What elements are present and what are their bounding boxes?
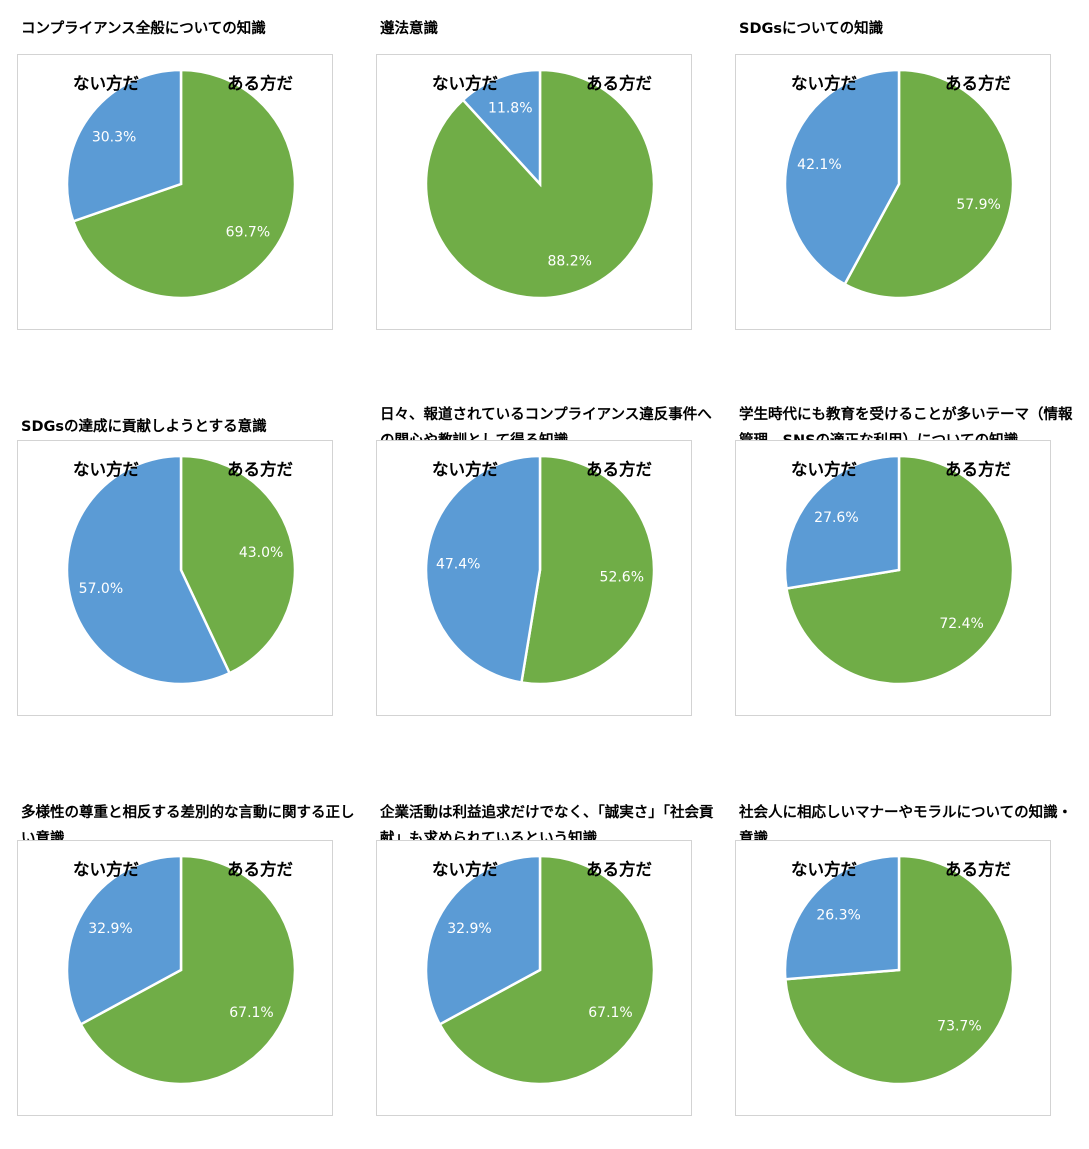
pie-chart: ない方だ ある方だ 57.9% 42.1% [783, 68, 1015, 300]
data-label-no: 27.6% [814, 510, 858, 526]
data-label-no: 57.0% [79, 581, 123, 597]
pie-slice-yes [79, 854, 297, 1086]
chart-frame: ない方だ ある方だ 43.0% 57.0% [17, 440, 333, 716]
chart-frame: ない方だ ある方だ 67.1% 32.9% [376, 840, 692, 1116]
pie-chart: ない方だ ある方だ 67.1% 32.9% [424, 854, 656, 1086]
pie-slice-yes [438, 854, 656, 1086]
data-label-yes: 88.2% [547, 254, 591, 270]
category-label-no: ない方だ [432, 859, 499, 879]
category-label-no: ない方だ [791, 859, 858, 879]
category-label-yes: ある方だ [227, 73, 294, 93]
pie-slice-no [783, 854, 901, 981]
data-label-yes: 52.6% [600, 570, 644, 586]
category-label-yes: ある方だ [945, 73, 1012, 93]
pie-chart: ない方だ ある方だ 69.7% 30.3% [65, 68, 297, 300]
category-label-no: ない方だ [791, 73, 858, 93]
chart-frame: ない方だ ある方だ 52.6% 47.4% [376, 440, 692, 716]
pie-slice-no [65, 68, 183, 223]
category-label-no: ない方だ [73, 73, 140, 93]
pie-chart: ない方だ ある方だ 88.2% 11.8% [424, 68, 656, 300]
data-label-no: 30.3% [92, 129, 136, 145]
category-label-no: ない方だ [432, 73, 499, 93]
data-label-no: 32.9% [88, 921, 132, 937]
pie-chart: ない方だ ある方だ 72.4% 27.6% [783, 454, 1015, 686]
chart-frame: ない方だ ある方だ 88.2% 11.8% [376, 54, 692, 330]
data-label-yes: 57.9% [956, 197, 1000, 213]
pie-slice-yes [520, 454, 656, 686]
chart-frame: ない方だ ある方だ 69.7% 30.3% [17, 54, 333, 330]
chart-title: コンプライアンス全般についての知識 [21, 21, 266, 37]
data-label-yes: 43.0% [239, 545, 283, 561]
category-label-no: ない方だ [73, 859, 140, 879]
pie-slice-no [424, 854, 542, 1026]
chart-frame: ない方だ ある方だ 73.7% 26.3% [735, 840, 1051, 1116]
pie-slice-no [424, 454, 542, 684]
pie-slice-yes [179, 454, 297, 675]
category-label-no: ない方だ [73, 459, 140, 479]
chart-title: SDGsの達成に貢献しようとする意識 [21, 419, 267, 435]
data-label-no: 42.1% [797, 157, 841, 173]
chart-title: 遵法意識 [380, 21, 438, 37]
data-label-no: 32.9% [447, 921, 491, 937]
pie-chart: ない方だ ある方だ 43.0% 57.0% [65, 454, 297, 686]
chart-frame: ない方だ ある方だ 72.4% 27.6% [735, 440, 1051, 716]
category-label-no: ない方だ [432, 459, 499, 479]
data-label-no: 26.3% [816, 907, 860, 923]
pie-slice-no [461, 68, 542, 188]
chart-title: SDGsについての知識 [739, 21, 884, 37]
pie-chart: ない方だ ある方だ 73.7% 26.3% [783, 854, 1015, 1086]
category-label-yes: ある方だ [945, 459, 1012, 479]
data-label-yes: 72.4% [939, 616, 983, 632]
pie-chart: ない方だ ある方だ 67.1% 32.9% [65, 854, 297, 1086]
pie-slice-no [783, 68, 901, 286]
data-label-yes: 67.1% [229, 1005, 273, 1021]
category-label-yes: ある方だ [945, 859, 1012, 879]
category-label-yes: ある方だ [227, 459, 294, 479]
chart-frame: ない方だ ある方だ 67.1% 32.9% [17, 840, 333, 1116]
data-label-yes: 73.7% [937, 1019, 981, 1035]
category-label-yes: ある方だ [586, 459, 653, 479]
data-label-no: 47.4% [436, 556, 480, 572]
category-label-yes: ある方だ [586, 73, 653, 93]
data-label-yes: 69.7% [226, 225, 270, 241]
pie-slice-yes [843, 68, 1015, 300]
category-label-yes: ある方だ [227, 859, 294, 879]
pie-slice-no [65, 854, 183, 1026]
pie-slice-yes [71, 68, 297, 300]
pie-slice-no [783, 454, 901, 590]
data-label-no: 11.8% [488, 101, 532, 117]
category-label-no: ない方だ [791, 459, 858, 479]
pie-slice-no [65, 454, 232, 686]
pie-chart: ない方だ ある方だ 52.6% 47.4% [424, 454, 656, 686]
category-label-yes: ある方だ [586, 859, 653, 879]
chart-frame: ない方だ ある方だ 57.9% 42.1% [735, 54, 1051, 330]
data-label-yes: 67.1% [588, 1005, 632, 1021]
